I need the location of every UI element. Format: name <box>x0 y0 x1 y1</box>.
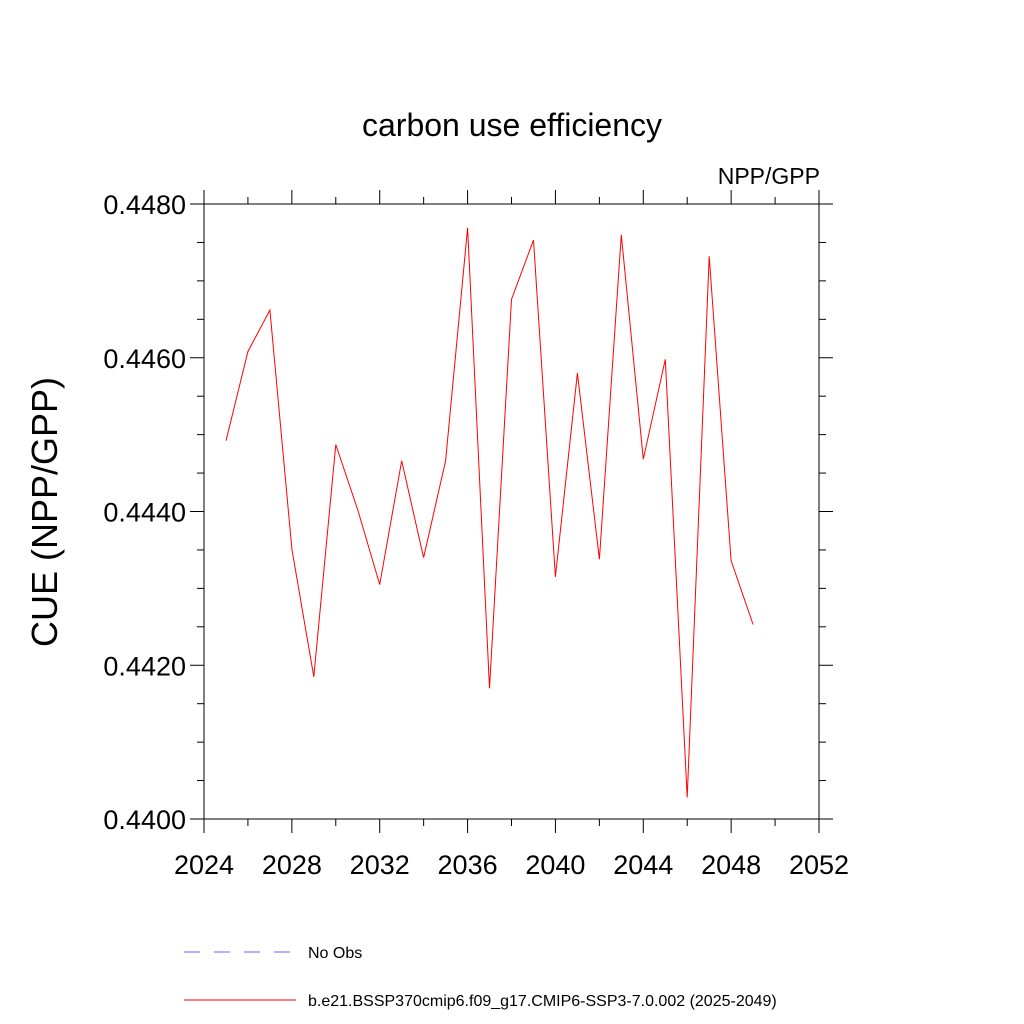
plot-frame <box>203 203 820 820</box>
data-point <box>444 460 446 462</box>
y-tick-label: 0.4460 <box>103 344 186 374</box>
data-point <box>620 234 622 236</box>
data-point <box>686 796 688 798</box>
data-point <box>664 358 666 360</box>
y-tick-label: 0.4420 <box>103 651 186 681</box>
y-tick-label: 0.4400 <box>103 805 186 835</box>
x-tick-label: 2024 <box>174 850 234 880</box>
data-point <box>357 509 359 511</box>
data-point <box>247 350 249 352</box>
x-tick-label: 2052 <box>789 850 849 880</box>
data-point <box>466 227 468 229</box>
data-point <box>598 558 600 560</box>
chart-subtitle: NPP/GPP <box>718 163 820 189</box>
data-point <box>379 583 381 585</box>
x-tick-label: 2032 <box>350 850 410 880</box>
series-line <box>225 227 754 798</box>
data-point <box>708 255 710 257</box>
data-point <box>752 623 754 625</box>
data-point <box>400 460 402 462</box>
axes: 2024 2028 2032 2036 2040 2044 2048 2052 0.4400 0.… <box>103 190 849 880</box>
y-tick-label: 0.4440 <box>103 498 186 528</box>
data-point <box>532 239 534 241</box>
data-point <box>576 372 578 374</box>
data-point <box>642 458 644 460</box>
x-tick-label: 2048 <box>701 850 761 880</box>
data-point <box>335 443 337 445</box>
y-axis-label: CUE (NPP/GPP) <box>24 377 65 647</box>
series-layer <box>225 227 754 798</box>
chart-title: carbon use efficiency <box>362 107 662 143</box>
data-point <box>225 440 227 442</box>
data-point <box>488 687 490 689</box>
x-tick-label: 2036 <box>438 850 498 880</box>
x-tick-label: 2040 <box>525 850 585 880</box>
x-tick-label: 2044 <box>613 850 673 880</box>
data-point <box>269 309 271 311</box>
y-tick-label: 0.4480 <box>103 190 186 220</box>
data-point <box>554 576 556 578</box>
legend-label: No Obs <box>308 945 362 962</box>
data-point <box>313 676 315 678</box>
data-point <box>291 548 293 550</box>
data-point <box>422 556 424 558</box>
legend-label: b.e21.BSSP370cmip6.f09_g17.CMIP6-SSP3-7.… <box>308 993 777 1010</box>
legend: No Obs b.e21.BSSP370cmip6.f09_g17.CMIP6-S… <box>184 945 777 1010</box>
data-point <box>510 298 512 300</box>
data-point <box>730 560 732 562</box>
x-tick-label: 2028 <box>262 850 322 880</box>
